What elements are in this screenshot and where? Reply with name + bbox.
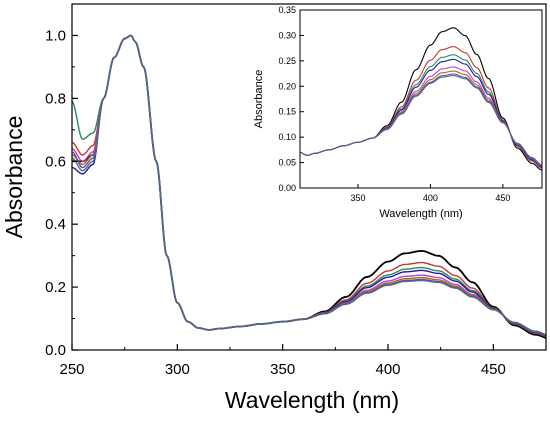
main-y-tick-label: 0.8 xyxy=(45,90,66,107)
main-y-axis-label: Absorbance xyxy=(1,116,27,239)
inset-plot-frame xyxy=(299,9,543,189)
inset-series-group xyxy=(299,27,543,171)
main-y-tick-label: 0.0 xyxy=(45,342,66,359)
main-y-tick-label: 0.2 xyxy=(45,279,66,296)
inset-y-axis-label: Absorbance xyxy=(253,70,265,129)
inset-y-tick-label: 0.35 xyxy=(278,5,296,15)
inset-y-tick-label: 0.00 xyxy=(278,183,296,193)
main-series-group xyxy=(71,34,547,339)
inset-y-tick-label: 0.10 xyxy=(278,132,296,142)
inset-x-axis-label: Wavelength (nm) xyxy=(379,208,462,220)
main-x-tick-label: 300 xyxy=(165,361,190,378)
main-plot-frame xyxy=(71,3,547,351)
main-x-axis-label: Wavelength (nm) xyxy=(225,387,399,413)
main-x-tick-label: 250 xyxy=(59,361,84,378)
main-y-tick-label: 0.4 xyxy=(45,216,66,233)
main-x-tick-label: 400 xyxy=(375,361,400,378)
main-series-line xyxy=(71,34,547,336)
main-y-tick-label: 1.0 xyxy=(45,27,66,44)
main-x-tick-label: 450 xyxy=(481,361,506,378)
inset-y-tick-label: 0.25 xyxy=(278,56,296,66)
main-x-tick-label: 350 xyxy=(270,361,295,378)
main-ticks-group: 250 300 350 400 450 0.0 0.2 0.4 0.6 0.8 1.0 xyxy=(45,3,506,378)
main-y-tick-label: 0.6 xyxy=(45,153,66,170)
inset-y-tick-label: 0.15 xyxy=(278,107,296,117)
inset-y-tick-label: 0.05 xyxy=(278,158,296,168)
inset-y-tick-label: 0.30 xyxy=(278,30,296,40)
inset-x-tick-label: 350 xyxy=(350,193,365,203)
inset-series-line xyxy=(299,75,543,166)
inset-x-tick-label: 400 xyxy=(423,193,438,203)
inset-background xyxy=(300,7,542,188)
inset-y-tick-label: 0.20 xyxy=(278,81,296,91)
inset-x-tick-label: 450 xyxy=(495,193,510,203)
inset-ticks-group: 350 400 450 0.00 0.05 0.10 0.15 0.20 0.25 0.30 0.3… xyxy=(278,5,510,203)
